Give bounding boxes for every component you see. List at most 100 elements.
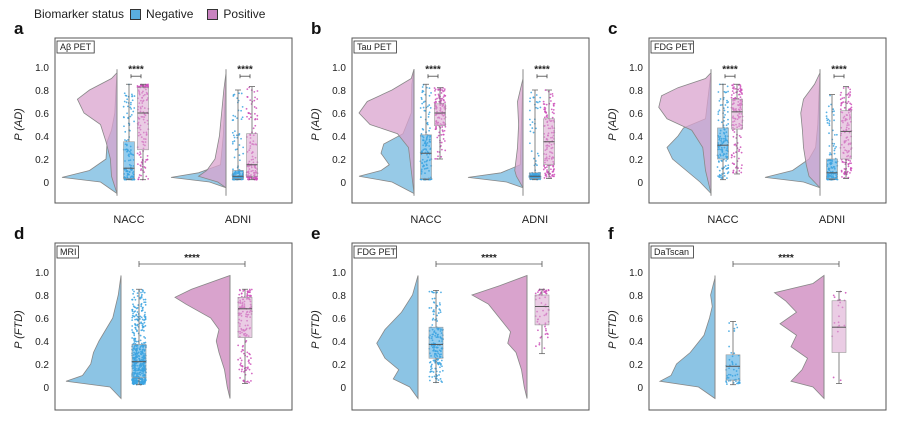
box-negative-point (718, 99, 721, 102)
box-positive-box (237, 296, 253, 338)
box-negative-point (126, 112, 128, 115)
box-positive-point (833, 296, 836, 299)
box-negative-point (130, 107, 133, 110)
box-negative-point (833, 133, 836, 136)
box-positive-point (545, 290, 548, 293)
box-positive-point (732, 135, 735, 138)
box-negative-point (535, 127, 537, 130)
box-negative-point (133, 95, 136, 97)
box-positive-point (250, 357, 252, 359)
box-positive-point (246, 355, 249, 358)
box-negative-point (242, 152, 245, 155)
box-positive-point (735, 166, 737, 169)
box-positive-point (238, 293, 241, 296)
density-positive (514, 78, 524, 190)
box-negative-point (132, 383, 135, 386)
box-negative-point (141, 329, 144, 331)
box-negative-point (238, 159, 241, 162)
box-negative-point (129, 106, 132, 109)
box-positive-point (546, 114, 549, 117)
box-positive-point (136, 84, 139, 87)
box-negative-point (420, 98, 423, 101)
box-negative-point (436, 374, 439, 377)
panel-e: e FDG PET 0 0.2 0.4 0.6 0.8 1.0 P (FTD) **** (310, 224, 590, 411)
panel-frame (54, 242, 293, 411)
box-positive-point (840, 104, 842, 107)
x-tick-label: ADNI (225, 214, 251, 226)
box-negative-point (735, 382, 738, 385)
box-negative-point (836, 178, 839, 181)
box-negative-point (733, 330, 736, 332)
box-positive-point (140, 174, 142, 177)
box-positive-point (550, 168, 552, 171)
box-positive-point (253, 106, 256, 108)
box-negative-point (125, 139, 128, 142)
box-negative-point (428, 129, 430, 132)
box-negative-point (428, 307, 431, 309)
box-negative-point (429, 127, 431, 130)
box-positive-point (242, 379, 245, 382)
box-positive-point (551, 171, 554, 173)
box-negative-point (125, 101, 128, 104)
box-negative-point (828, 145, 831, 147)
box-negative-point (238, 144, 241, 146)
box-negative-point (832, 114, 835, 116)
box-negative-point (438, 302, 441, 304)
box-negative-point (141, 293, 143, 296)
box-negative-point (131, 308, 134, 311)
box-negative-point (428, 104, 431, 106)
box-positive-point (437, 155, 439, 158)
box-positive-point (849, 94, 851, 97)
box-negative-point (441, 369, 444, 372)
box-positive-point (732, 92, 735, 95)
box-positive-point (139, 165, 142, 167)
y-tick-label: 0.8 (332, 86, 346, 97)
box-negative-point (240, 109, 243, 112)
box-negative-point (141, 307, 144, 310)
box-positive-point (740, 92, 743, 94)
box-positive-point (544, 291, 547, 294)
box-positive-point (545, 174, 548, 176)
box-positive-point (435, 126, 437, 128)
box-positive-point (246, 293, 249, 295)
box-negative-point (429, 107, 432, 109)
box-negative-point (833, 119, 835, 122)
box-positive-point (240, 292, 243, 295)
box-negative-point (439, 311, 442, 314)
box-positive-point (443, 88, 446, 91)
box-positive-point (543, 103, 546, 105)
box-positive-point (239, 357, 242, 359)
box-positive-point (538, 342, 541, 344)
box-positive-point (440, 155, 443, 158)
box-negative-point (429, 370, 432, 373)
box-negative-point (429, 178, 432, 181)
box-negative-point (139, 296, 142, 299)
box-negative-point (727, 123, 730, 125)
box-negative-box (826, 158, 838, 179)
box-negative-point (123, 125, 125, 128)
x-tick-label: ADNI (819, 214, 845, 226)
y-tick-label: 0.6 (332, 314, 346, 325)
density-negative (376, 275, 419, 400)
box-positive-point (239, 377, 241, 379)
box-positive-point (243, 371, 245, 373)
box-positive-point (434, 88, 437, 91)
box-negative-point (131, 316, 134, 319)
box-positive-point (734, 143, 737, 146)
box-positive-point (733, 86, 735, 88)
box-negative-point (131, 310, 134, 313)
significance-label: **** (184, 253, 200, 264)
box-positive-point (547, 289, 550, 292)
box-negative-point (137, 319, 139, 322)
box-positive-point (147, 178, 150, 180)
box-negative-point (129, 103, 132, 106)
box-negative-point (828, 122, 831, 125)
box-positive-point (248, 359, 250, 362)
box-negative-point (136, 292, 139, 294)
y-axis-label: P (FTD) (13, 310, 25, 349)
density-positive (800, 72, 821, 189)
box-negative-point (428, 94, 431, 97)
box-negative-point (142, 290, 144, 293)
box-positive-point (839, 379, 842, 382)
box-positive-point (543, 106, 546, 109)
